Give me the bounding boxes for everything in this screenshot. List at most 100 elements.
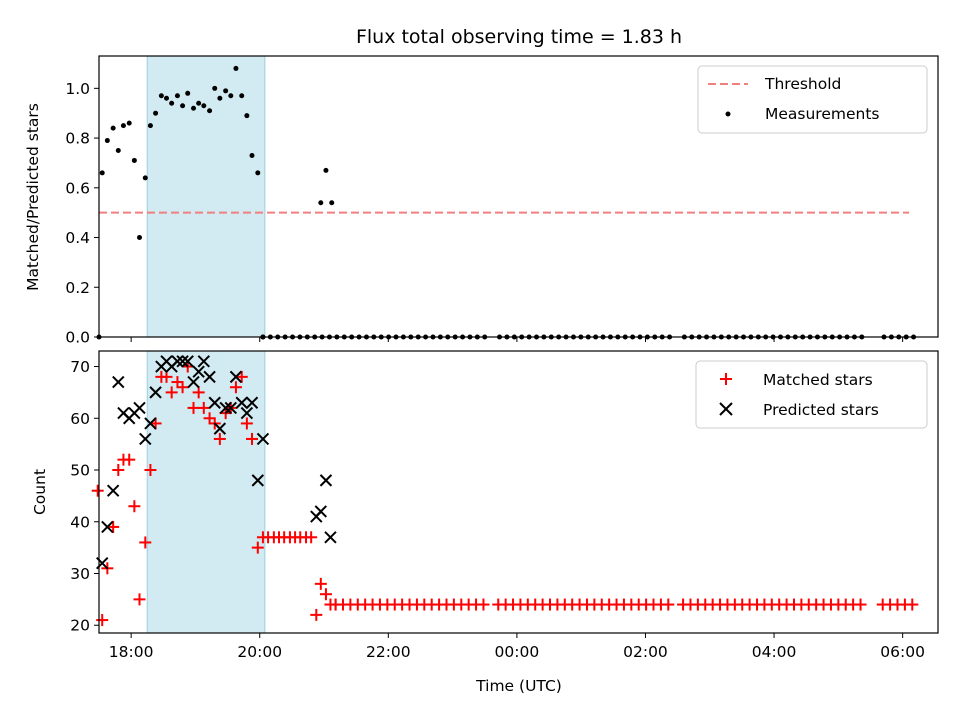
predicted-star-point [245,396,259,409]
matched-star-point [310,608,323,621]
x-tick-label: 18:00 [109,643,154,661]
measurement-point [115,147,121,153]
matched-star-point [235,370,248,383]
bottom-x-ticks: 18:00 20:00 22:00 00:00 02:00 04:00 06:00 [109,633,925,661]
measurement-point [131,157,137,163]
predicted-star-point [176,355,189,368]
measurement-point [233,65,239,71]
y-tick-label: 1.0 [65,80,90,98]
measurement-point [110,125,116,131]
measurement-point [212,85,218,91]
predicted-star-point [133,401,146,415]
predicted-star-point [139,432,152,446]
predicted-star-point [240,406,254,420]
matched-star-point [128,500,141,513]
legend-matched-swatch [720,373,732,385]
predicted-star-point [96,556,109,570]
x-tick-label: 02:00 [623,643,668,661]
observing-window-shade-bottom [146,350,266,634]
y-tick-label: 40 [70,513,90,531]
predicted-star-point [187,375,200,389]
predicted-star-point [314,505,328,518]
matched-star-point [107,520,120,533]
observing-window-span [146,350,266,634]
counts-series [91,355,919,627]
measurement-point [191,105,197,111]
measurement-point [158,93,164,99]
legend-threshold-label: Threshold [764,75,841,93]
top-legend-box [697,65,928,134]
predicted-star-point [101,520,114,534]
matched-star-point [246,432,259,445]
predicted-star-point [106,484,120,497]
measurement-point [185,90,191,96]
observing-window-shade [146,55,266,338]
predicted-star-point [197,355,211,368]
predicted-star-point [324,531,337,544]
matched-star-point [133,593,146,606]
measurement-point [323,167,329,173]
matched-star-point [192,386,205,399]
x-tick-label: 20:00 [237,643,282,661]
chart-title: Flux total observing time = 1.83 h [356,26,682,48]
bottom-y-axis-label: Count [31,469,49,515]
matched-star-point [314,577,327,590]
x-tick-label: 06:00 [880,643,925,661]
predicted-star-point [219,401,232,415]
measurement-point [239,93,245,99]
legend-measurements-swatch [725,111,731,117]
matched-star-point [187,401,200,414]
matched-star-point [123,453,136,466]
x-tick-label: 04:00 [752,643,797,661]
predicted-star-point [251,474,265,487]
top-axes-frame [98,55,939,338]
measurement-point [164,95,170,101]
predicted-star-point [181,355,194,368]
predicted-star-point [319,474,333,487]
legend-matched-label: Matched stars [763,371,873,389]
matched-star-point [251,541,264,554]
y-tick-label: 50 [70,462,90,480]
predicted-star-point [149,386,162,399]
measurement-point [137,235,143,241]
matched-star-point [144,464,157,477]
measurement-point [318,200,324,206]
matched-star-point [139,536,152,549]
matched-star-point [662,598,675,611]
matched-star-point [477,598,490,611]
y-tick-label: 0.2 [65,279,90,297]
top-x-ticks [130,337,904,342]
matched-star-point [176,381,189,394]
predicted-star-point [208,396,221,409]
matched-star-point [854,598,867,611]
matched-star-point [171,376,184,389]
measurement-point [153,110,159,116]
measurement-point [201,103,207,109]
matched-star-point [197,401,210,414]
matched-star-point [91,484,104,497]
measurement-point [126,120,132,126]
measurement-point [217,95,223,101]
bottom-legend-box [695,360,928,429]
y-tick-label: 20 [70,617,90,635]
predicted-star-point [229,370,243,384]
measurement-point [120,123,126,129]
matched-star-point [165,386,178,399]
bottom-legend: Matched stars Predicted stars [695,360,928,429]
matched-star-point [305,531,318,544]
y-tick-label: 60 [70,410,90,428]
matched-star-point [213,432,226,445]
predicted-star-point [224,401,238,415]
predicted-star-point [192,365,205,378]
top-legend: Threshold Measurements [697,65,928,134]
matched-star-point [240,417,253,430]
legend-measurements-label: Measurements [765,105,880,123]
predicted-star-point [203,370,216,384]
measurement-point [180,103,186,109]
measurement-point [147,123,153,129]
y-tick-label: 0.0 [65,329,90,347]
measurement-point [228,93,234,99]
x-tick-label: 00:00 [495,643,540,661]
matched-star-point [112,464,125,477]
